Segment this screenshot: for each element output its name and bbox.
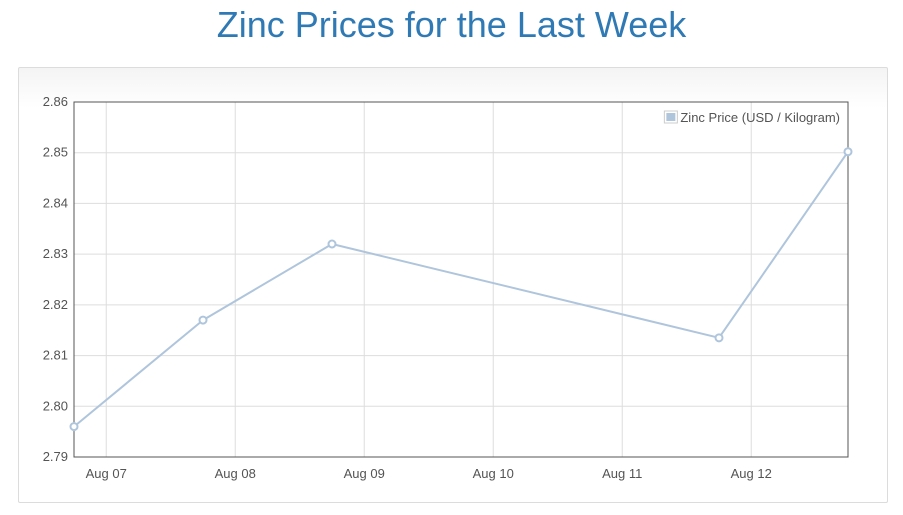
legend-swatch [666, 113, 676, 121]
x-axis-ticks: Aug 07 Aug 08 Aug 09 Aug 10 Aug 11 Aug 12 [86, 466, 772, 481]
y-tick-label: 2.79 [43, 449, 68, 464]
plot-frame [73, 101, 849, 458]
line-chart: 2.792.802.812.822.832.842.852.86 Aug 07 A… [43, 94, 853, 481]
page-title: Zinc Prices for the Last Week [216, 4, 687, 45]
y-tick-label: 2.86 [43, 94, 68, 109]
x-tick-label: Aug 12 [731, 466, 772, 481]
y-tick-label: 2.81 [43, 348, 68, 363]
legend-label: Zinc Price (USD / Kilogram) [680, 110, 840, 125]
y-tick-label: 2.82 [43, 297, 68, 312]
y-axis-ticks: 2.79 2.80 2.81 2.82 2.83 2.84 2.85 2.86 [43, 94, 68, 464]
x-tick-label: Aug 11 [602, 466, 642, 481]
data-point [714, 333, 724, 343]
y-tick-label: 2.80 [43, 398, 68, 413]
data-point [69, 422, 79, 432]
x-tick-label: Aug 08 [215, 466, 256, 481]
legend: Zinc Price (USD / Kilogram) [663, 110, 840, 125]
data-point [327, 239, 337, 249]
data-point [198, 315, 208, 325]
data-point [843, 147, 853, 157]
chart-panel: 2.79 2.80 2.81 2.82 2.83 2.84 2.85 2.86 Aug 07 A… [18, 67, 888, 503]
y-tick-label: 2.85 [43, 145, 68, 160]
series-layer [69, 147, 853, 432]
plot-background [74, 102, 848, 457]
x-tick-label: Aug 09 [344, 466, 385, 481]
y-tick-label: 2.83 [43, 246, 68, 261]
grid-lines [74, 101, 848, 458]
x-tick-label: Aug 07 [86, 466, 127, 481]
y-tick-label: 2.84 [43, 195, 68, 210]
x-tick-label: Aug 10 [473, 466, 514, 481]
plot-border [73, 101, 849, 458]
